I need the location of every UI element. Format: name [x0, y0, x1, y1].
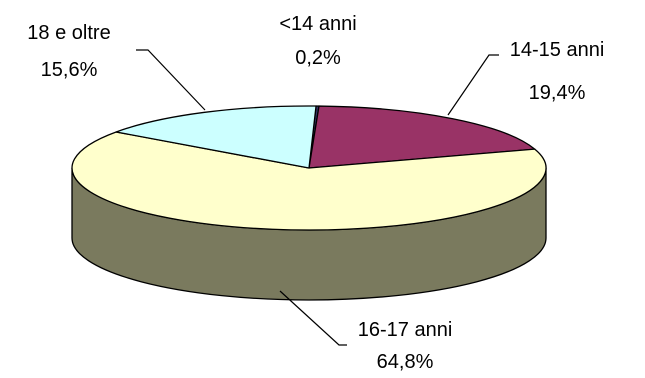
slice-2 [71, 131, 547, 231]
slice-label-name: 18 e oltre [27, 22, 110, 44]
slice-label-18-oltre: 18 e oltre 15,6% [27, 22, 110, 81]
leader-16-17 [279, 290, 347, 346]
slice-label-percent: 15,6% [41, 59, 98, 81]
slice-label-name: 16-17 anni [358, 319, 453, 341]
leader-14-15 [447, 54, 499, 116]
slice-label-16-17: 16-17 anni 64,8% [358, 319, 453, 373]
slice-label-percent: 64,8% [377, 351, 434, 373]
slice-label-lt14: <14 anni 0,2% [279, 13, 356, 69]
slice-label-name: <14 anni [279, 13, 356, 35]
slice-label-14-15: 14-15 anni 19,4% [510, 39, 605, 104]
leader-lines [136, 49, 499, 346]
leader-18-oltre [136, 49, 206, 111]
slice-3 [115, 105, 317, 169]
slice-label-percent: 0,2% [295, 47, 341, 69]
pie-body [71, 105, 547, 301]
slice-label-name: 14-15 anni [510, 39, 605, 61]
slice-label-percent: 19,4% [529, 82, 586, 104]
slice-1 [308, 105, 536, 169]
